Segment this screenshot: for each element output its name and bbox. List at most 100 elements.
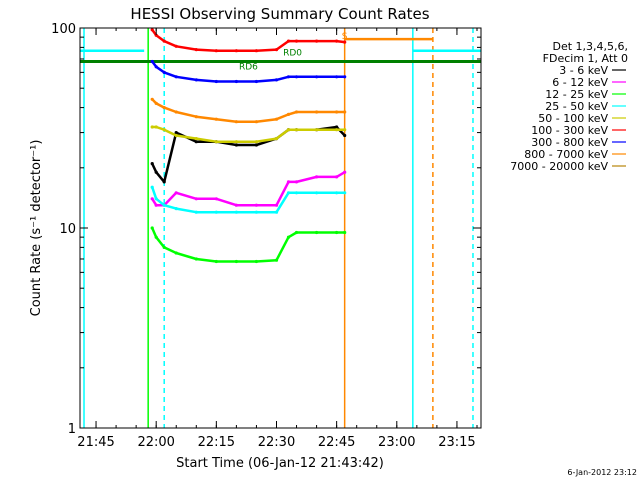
series-6-point-9 [286,75,291,79]
series-2-point-3 [174,251,178,255]
series-2-point-9 [286,235,291,239]
series-4-point-5 [214,140,218,144]
chart-title: HESSI Observing Summary Count Rates [130,5,429,23]
series-2-point-0 [150,226,154,230]
series-4-point-10 [294,128,299,132]
series-1-point-7 [254,203,258,207]
legend-label-6: 300 - 800 keV [531,136,608,149]
series-1-point-9 [286,180,291,184]
series-0-point-4 [194,140,198,144]
series-4-point-1 [154,125,158,129]
series-line-4 [152,125,345,143]
series-0-point-3 [174,131,178,135]
series-3-point-6 [234,210,238,214]
series-4-point-13 [343,128,347,132]
series-7-point-0 [150,97,154,101]
series-5-point-4 [194,48,198,52]
series-4-point-0 [150,125,154,129]
series-6-point-12 [335,75,339,79]
series-6-point-5 [214,79,218,84]
series-1-point-10 [294,180,299,184]
series-5-point-1 [154,33,158,37]
x-tick-label-5: 23:00 [378,435,415,450]
series-7-point-5 [214,117,218,121]
series-7-point-4 [194,115,198,119]
y-axis-label: Count Rate (s⁻¹ detector⁻¹) [29,140,44,317]
series-0-point-12 [335,125,339,129]
series-1-point-12 [335,175,339,179]
series-0-point-2 [162,180,166,184]
series-1-point-4 [194,197,198,201]
series-line-3 [151,186,345,214]
series-6-point-1 [154,65,158,69]
series-2-point-2 [162,245,166,249]
series-6-point-7 [254,79,258,84]
series-2-point-10 [294,230,299,235]
series-1-point-8 [274,203,279,207]
series-3-point-9 [286,191,291,195]
series-1-point-13 [343,170,347,174]
legend-label-3: 25 - 50 keV [545,100,608,113]
legend: Det 1,3,4,5,6,FDecim 1, Att 03 - 6 keV6 … [510,40,628,173]
series-0-point-0 [150,162,154,166]
series-4-point-3 [174,133,178,138]
x-tick-label-2: 22:15 [198,435,235,450]
series-7-point-6 [234,120,238,124]
series-line-1 [151,171,346,207]
series-5-point-7 [254,49,258,53]
series-5-point-6 [234,49,238,53]
legend-label-0: 3 - 6 keV [559,64,608,77]
series-2-point-4 [194,257,198,261]
series-6-point-2 [162,70,166,74]
series-7-point-3 [174,110,178,114]
footer-date: 6-Jan-2012 23:12 [567,468,637,477]
series-1-point-3 [174,191,178,195]
series-6-point-0 [150,59,154,64]
series-7-point-12 [335,110,339,114]
series-6-point-13 [343,75,347,79]
x-axis-label: Start Time (06-Jan-12 21:43:42) [176,456,384,471]
annotation-0: RD6 [239,63,258,73]
series-line-6 [151,60,345,83]
series-line-5 [151,29,345,52]
series-6-point-11 [315,75,319,79]
series-0-point-6 [234,143,238,147]
x-tick-label-6: 23:15 [438,435,475,450]
series-5-point-0 [150,28,154,32]
series-6-point-8 [274,78,279,82]
series-3-point-1 [154,197,158,201]
legend-header-0: Det 1,3,4,5,6, [552,40,628,53]
series-0-point-13 [343,133,347,138]
series-7-point-13 [343,110,347,114]
y-tick-label-0: 1 [68,422,76,437]
series-5-point-13 [343,40,347,44]
series-7-point-10 [294,110,299,114]
series-2-point-1 [154,235,158,239]
y-tick-label-1: 10 [59,222,76,237]
series-7-point-2 [162,106,166,110]
series-1-point-0 [150,197,154,201]
series-3-point-8 [274,210,279,214]
series-line-2 [151,227,345,263]
series-3-point-2 [162,203,166,207]
legend-label-4: 50 - 100 keV [538,112,608,125]
series-3-point-4 [194,210,198,214]
y-tick-label-2: 100 [51,22,76,37]
series-1-point-5 [214,197,218,201]
series-4-point-4 [194,137,198,141]
series-4-point-8 [274,137,279,141]
series-6-point-4 [194,78,198,82]
series-5-point-5 [214,49,218,53]
series-3-point-12 [335,191,339,195]
annotation-1: RD0 [283,48,302,58]
legend-label-5: 100 - 300 keV [531,124,608,137]
series-3-point-7 [254,210,258,214]
x-tick-label-3: 22:30 [258,435,295,450]
series-line-7 [151,98,345,123]
x-tick-label-4: 22:45 [318,435,355,450]
series-4-point-2 [162,128,166,132]
legend-label-2: 12 - 25 keV [545,88,608,101]
series-7-point-1 [154,101,158,105]
series-2-point-13 [343,230,347,235]
series-3-point-11 [315,191,319,195]
